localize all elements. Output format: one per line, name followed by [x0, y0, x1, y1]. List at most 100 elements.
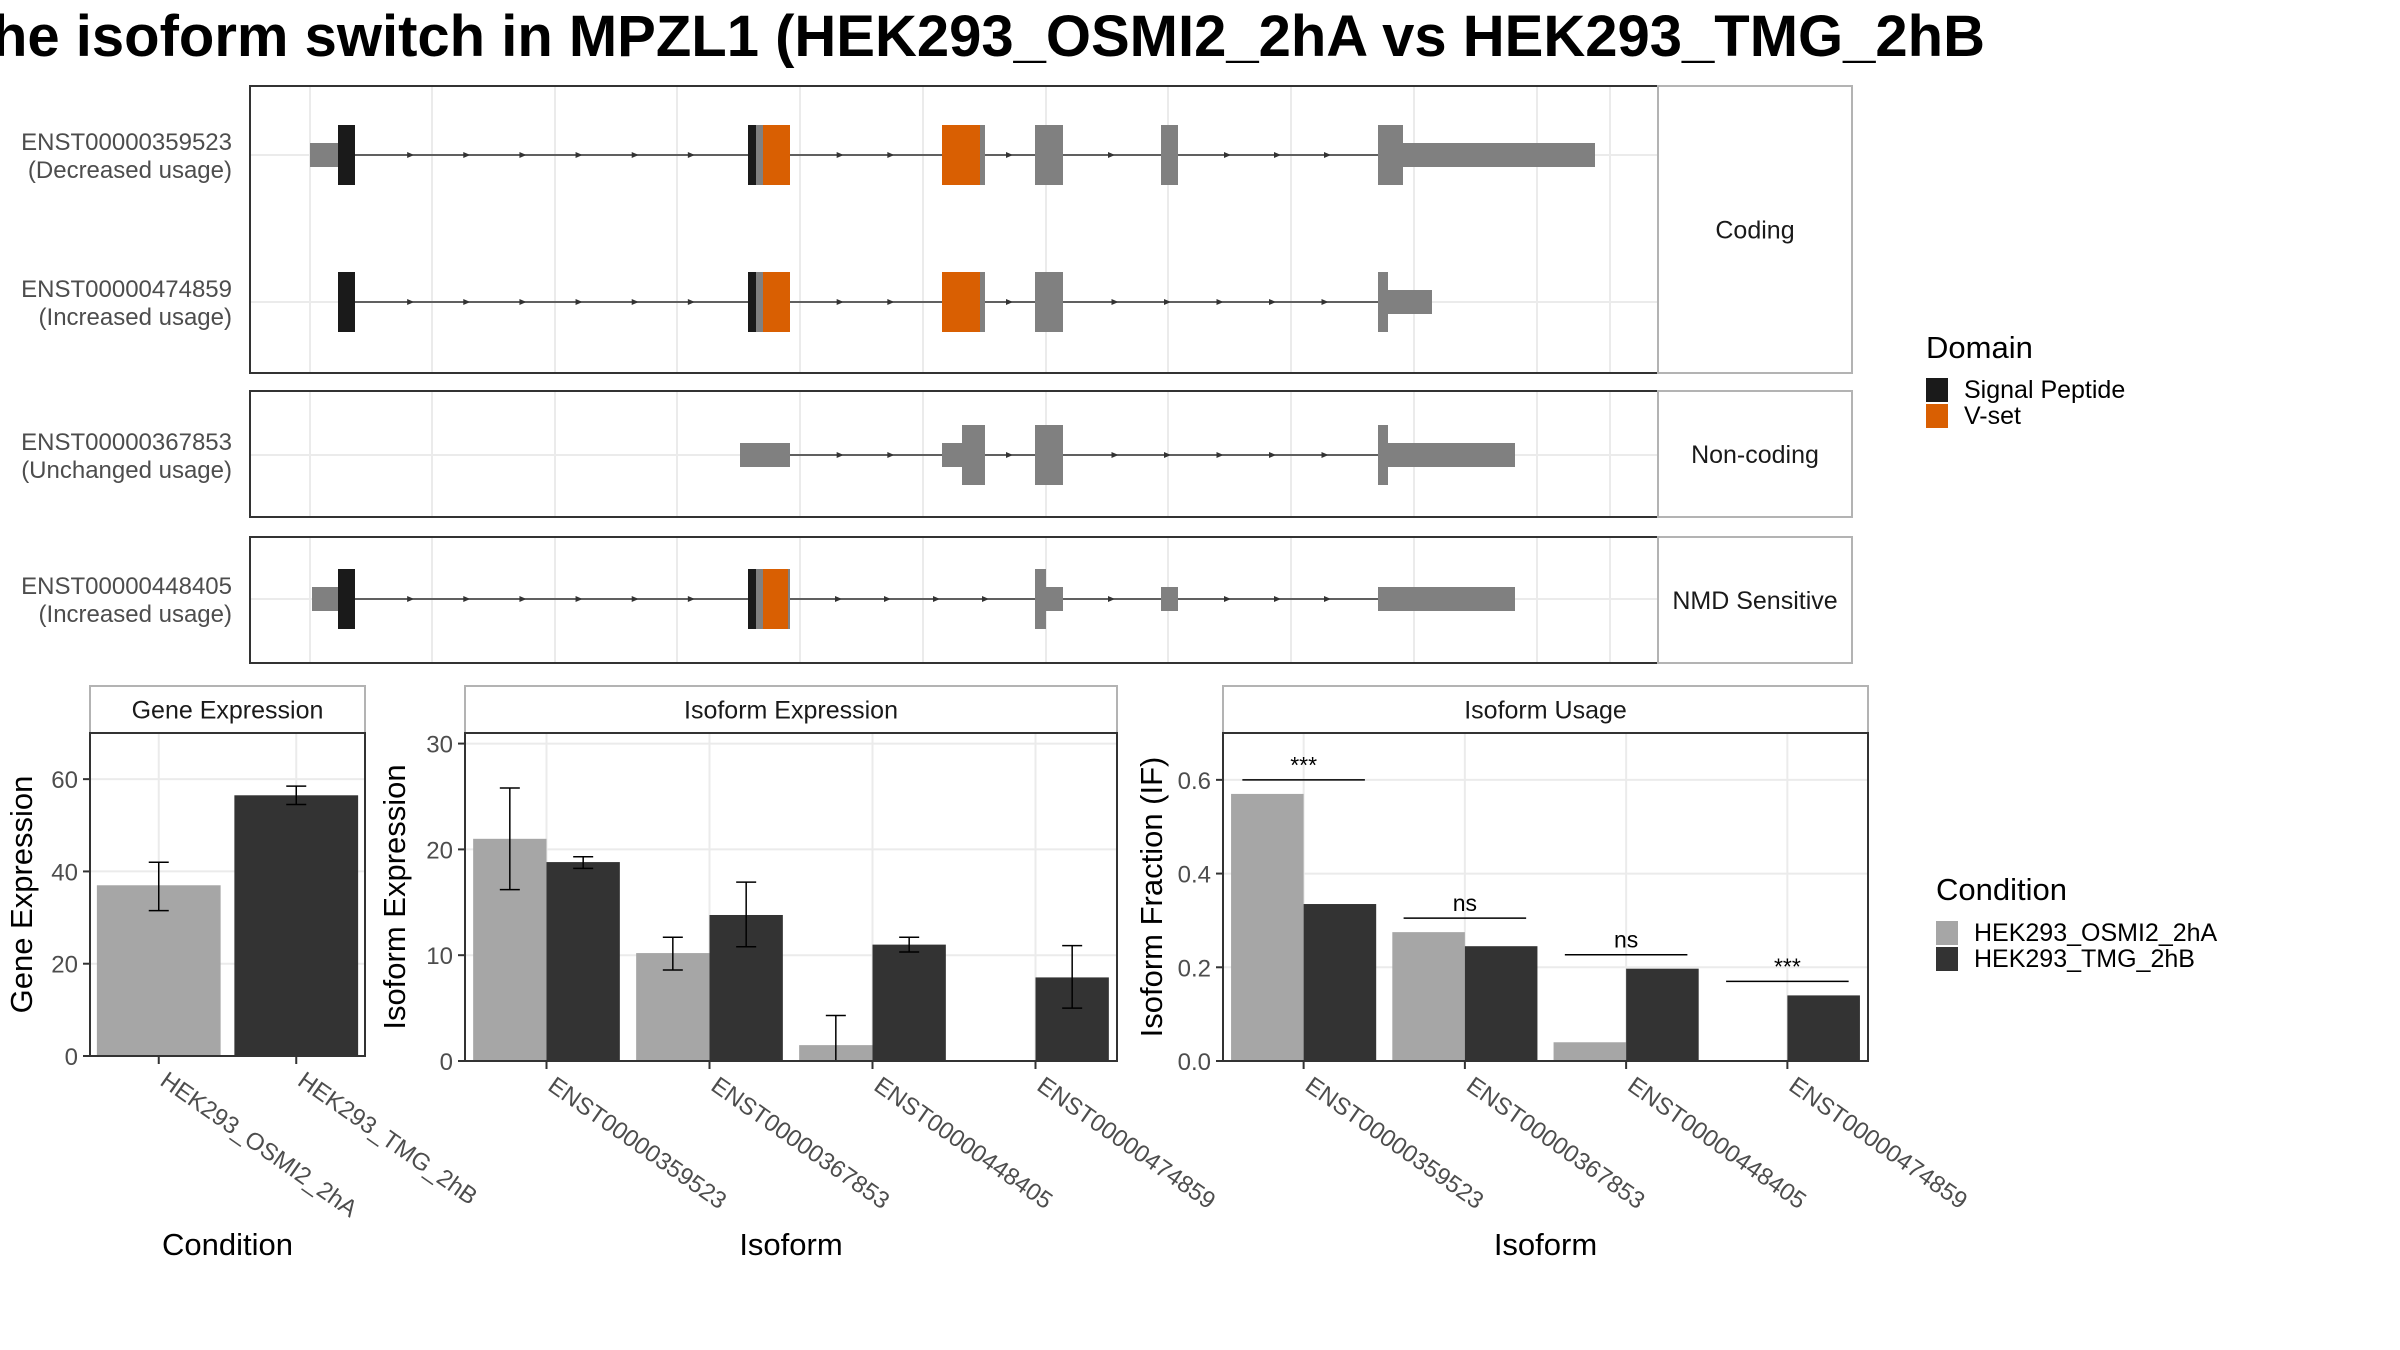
intron-arrow: [887, 152, 895, 158]
domain-legend-title: Domain: [1926, 330, 2033, 365]
transcript-structure-panel: ENST00000359523(Decreased usage) ENST0000…: [21, 85, 1853, 664]
significance-label: ***: [1290, 752, 1317, 778]
intron-arrow: [1274, 152, 1281, 158]
intron-arrow: [631, 596, 639, 602]
intron-arrow: [1006, 299, 1013, 305]
intron-arrow: [835, 596, 842, 602]
isoform-expression-panel: Isoform Expression 0 10 20 30 ENST00000359523…: [377, 685, 1220, 1262]
x-tick-label: ENST00000359523: [1300, 1072, 1488, 1215]
y-tick-label: 0: [440, 1049, 453, 1076]
category-strip: [1657, 536, 1853, 664]
v-set-domain: [763, 125, 790, 185]
x-tick-label: ENST00000367853: [706, 1072, 894, 1215]
condition-swatch: [1936, 947, 1958, 971]
bar: [546, 862, 620, 1061]
exon: [310, 143, 338, 167]
intron-arrow: [1269, 452, 1276, 458]
intron-arrow: [1216, 299, 1224, 305]
intron-arrow: [631, 152, 639, 158]
y-tick-label: 10: [426, 943, 453, 970]
isoform-id-label: ENST00000359523: [21, 129, 232, 156]
intron-arrow: [1321, 452, 1329, 458]
category-label: Coding: [1715, 217, 1794, 245]
signal-peptide-domain: [748, 272, 756, 332]
bar: [234, 795, 359, 1056]
y-tick-label: 60: [51, 767, 78, 794]
x-axis-title: Isoform: [1494, 1227, 1597, 1262]
isoform-usage-label: (Increased usage): [39, 304, 232, 331]
v-set-domain: [763, 569, 788, 629]
isoform-id-label: ENST00000474859: [21, 276, 232, 303]
intron-arrow: [575, 152, 583, 158]
signal-peptide-domain: [338, 569, 355, 629]
panel-strip: [89, 685, 366, 734]
y-tick-label: 0: [65, 1044, 78, 1071]
category-label: Non-coding: [1691, 441, 1819, 469]
panel-strip: [464, 685, 1118, 734]
significance-label: ns: [1453, 890, 1477, 916]
intron-arrow: [1111, 452, 1119, 458]
exon: [1378, 425, 1388, 485]
v-set-domain: [942, 125, 980, 185]
significance-label: ns: [1614, 927, 1638, 953]
isoform-id-label: ENST00000367853: [21, 429, 232, 456]
intron-arrow: [631, 299, 639, 305]
exon: [1046, 587, 1063, 611]
intron-arrow: [836, 152, 844, 158]
y-tick-label: 20: [426, 837, 453, 864]
bar: [96, 885, 221, 1056]
signal-peptide-domain: [748, 569, 756, 629]
y-tick-label: 0.4: [1178, 862, 1211, 889]
intron-arrow: [1224, 596, 1231, 602]
bar: [1303, 904, 1377, 1061]
bar: [1787, 995, 1860, 1061]
intron-arrow: [463, 152, 471, 158]
intron-arrow: [463, 596, 471, 602]
panel-title: Isoform Usage: [1464, 697, 1627, 725]
intron-arrow: [1324, 152, 1331, 158]
bar: [1464, 946, 1538, 1061]
exon: [1378, 272, 1388, 332]
bar: [1392, 932, 1465, 1061]
y-tick-label: 0.2: [1178, 955, 1211, 982]
bar: [1231, 793, 1304, 1061]
signal-peptide-domain: [338, 125, 355, 185]
exon: [1403, 143, 1595, 167]
intron-arrow: [1108, 152, 1115, 158]
condition-legend-item: HEK293_TMG_2hB: [1974, 945, 2195, 973]
condition-swatch: [1936, 921, 1958, 945]
y-tick-label: 20: [51, 952, 78, 979]
y-tick-label: 30: [426, 732, 453, 759]
intron-arrow: [933, 596, 940, 602]
exon: [942, 443, 962, 467]
intron-arrow: [1006, 452, 1013, 458]
y-axis-title: Isoform Fraction (IF): [1134, 757, 1169, 1038]
signal-peptide-swatch: [1926, 378, 1948, 402]
v-set-domain: [763, 272, 790, 332]
intron-arrow: [1274, 596, 1281, 602]
exon: [1388, 290, 1432, 314]
exon: [312, 587, 338, 611]
intron-arrow: [519, 596, 527, 602]
bar: [1553, 1042, 1627, 1061]
intron-arrow: [407, 152, 415, 158]
exon: [962, 425, 985, 485]
intron-arrow: [687, 152, 695, 158]
y-tick-label: 40: [51, 859, 78, 886]
panel-border: [89, 732, 366, 1057]
x-tick-label: ENST00000448405: [1623, 1072, 1811, 1215]
domain-legend-item: Signal Peptide: [1964, 376, 2125, 404]
x-tick-label: ENST00000367853: [1461, 1072, 1649, 1215]
intron-arrow: [1269, 299, 1276, 305]
intron-arrow: [1324, 596, 1331, 602]
exon: [1035, 425, 1063, 485]
isoform-usage-label: (Decreased usage): [28, 157, 232, 184]
intron-arrow: [1108, 596, 1115, 602]
bar: [636, 953, 710, 1061]
intron-arrow: [687, 299, 695, 305]
y-tick-label: 0.0: [1178, 1049, 1211, 1076]
figure-title: he isoform switch in MPZL1 (HEK293_OSMI2…: [0, 4, 1985, 69]
category-strip: [1657, 85, 1853, 374]
significance-label: ***: [1774, 953, 1801, 979]
